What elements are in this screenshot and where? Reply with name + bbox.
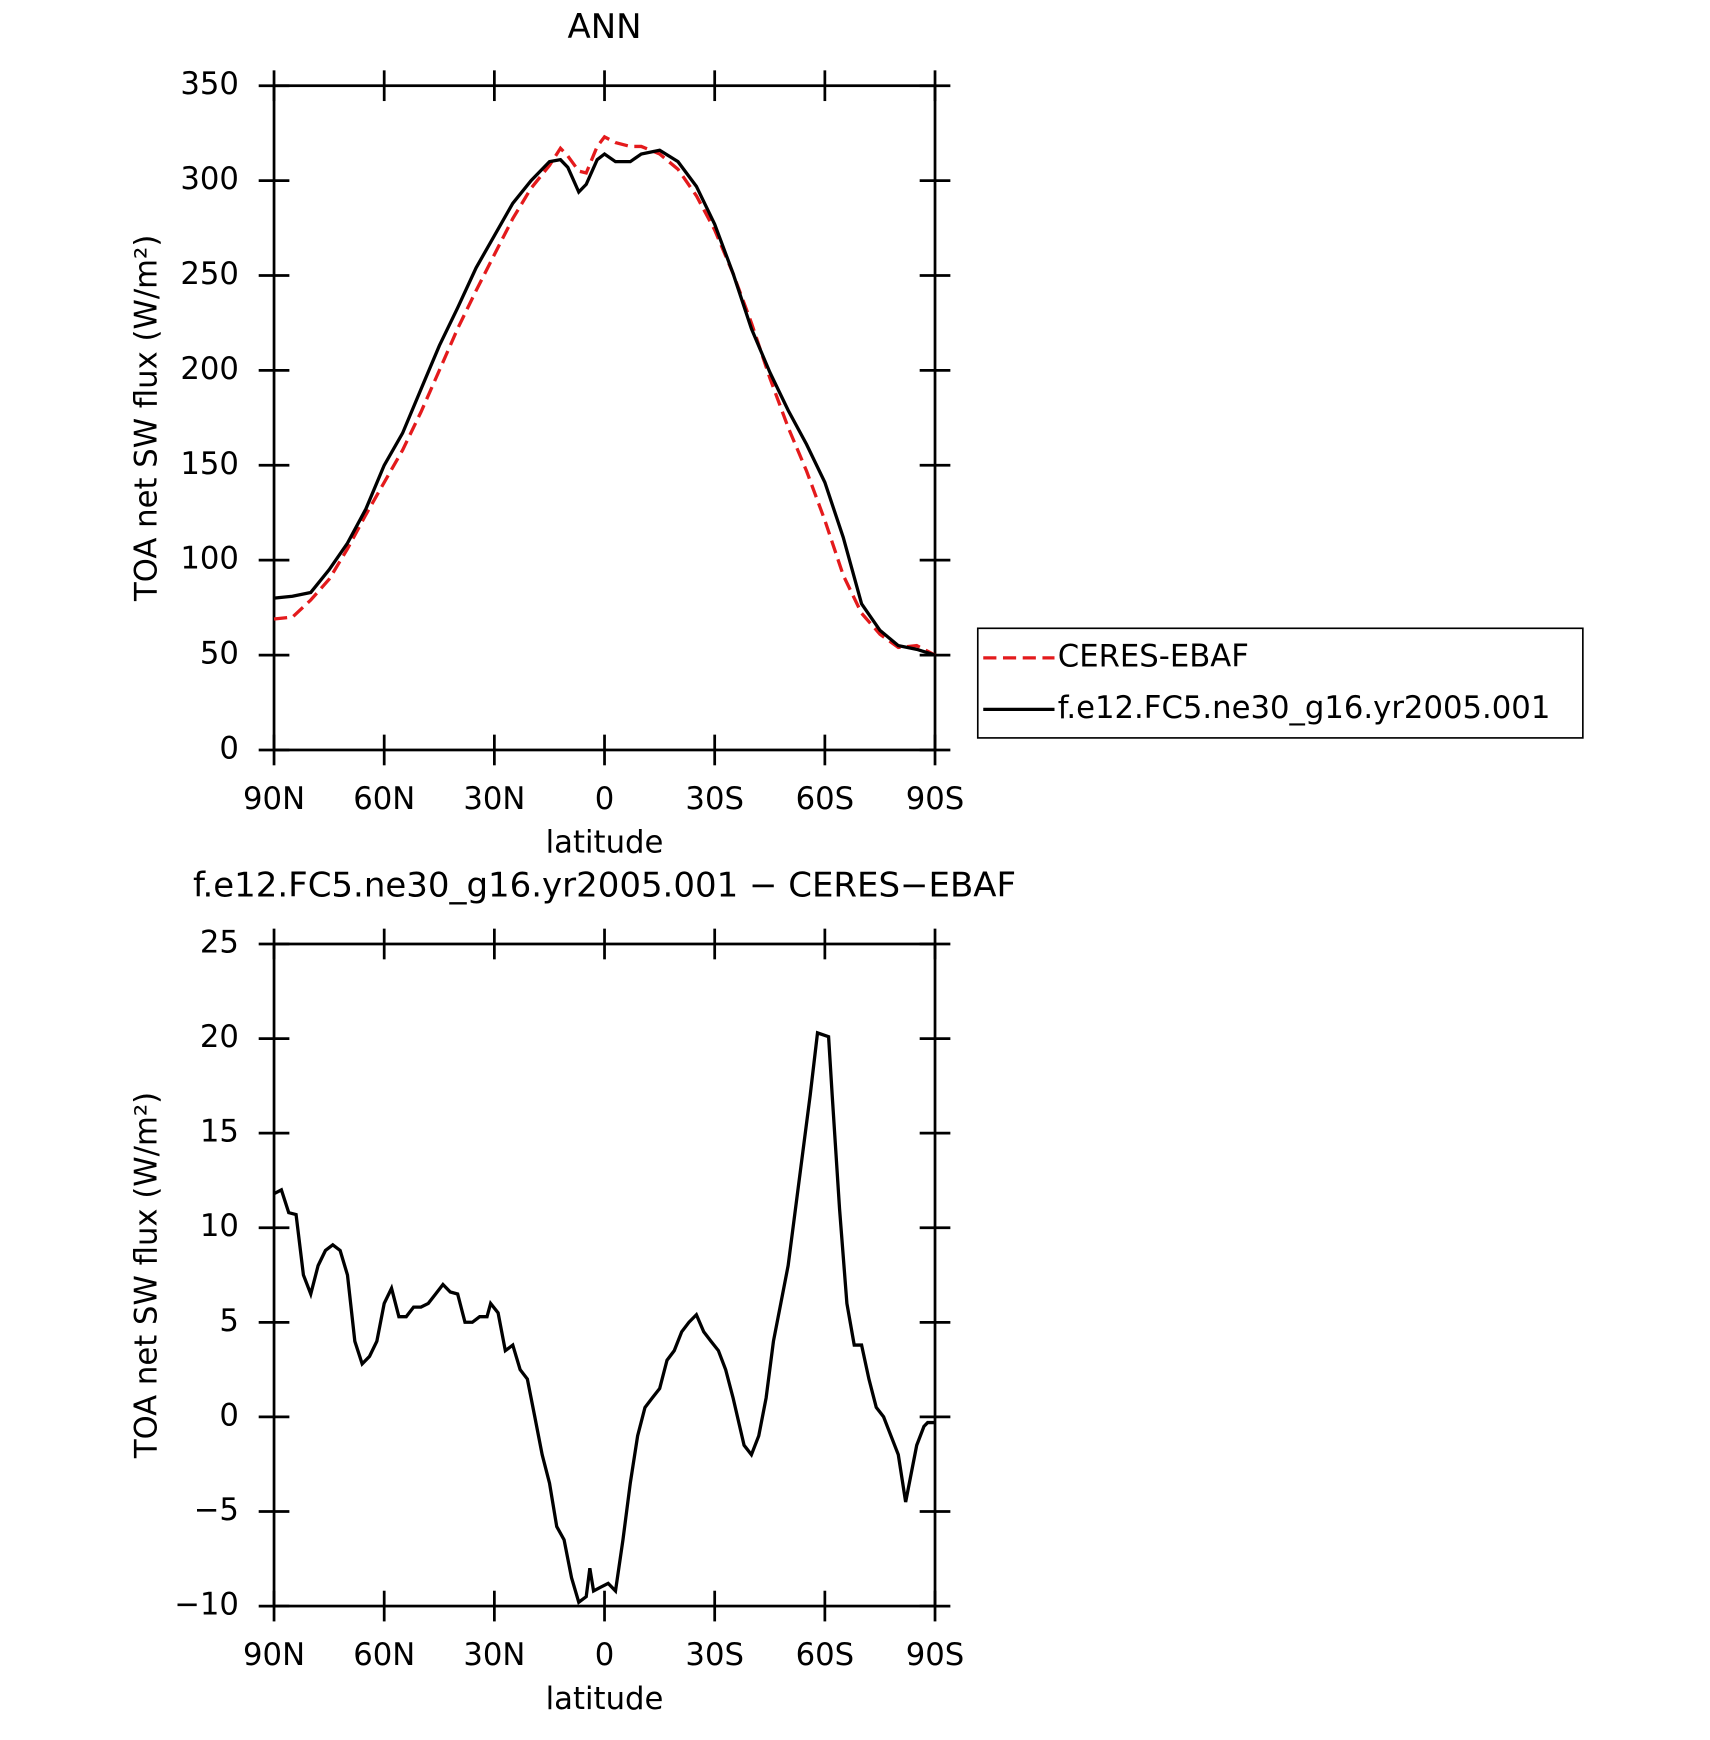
y-tick-label: 0 — [219, 1398, 239, 1433]
y-tick-label: 300 — [180, 162, 239, 197]
y-axis-label: TOA net SW flux (W/m²) — [129, 1092, 164, 1459]
y-tick-label: −5 — [194, 1493, 239, 1528]
data-line — [273, 148, 936, 657]
data-line — [273, 1030, 936, 1605]
y-tick-label: 350 — [180, 67, 239, 102]
y-axis-label: TOA net SW flux (W/m²) — [129, 235, 164, 602]
x-tick-label: 60N — [353, 782, 415, 817]
y-tick-label: 0 — [219, 731, 239, 766]
x-tick-label: 30N — [463, 782, 525, 817]
legend-box — [976, 627, 1584, 739]
y-tick-label: 150 — [180, 447, 239, 482]
y-tick-label: 15 — [200, 1115, 239, 1150]
x-tick-label: 90N — [243, 1638, 305, 1673]
y-tick-label: 10 — [200, 1209, 239, 1244]
y-tick-label: 20 — [200, 1020, 239, 1055]
y-tick-label: 25 — [200, 925, 239, 960]
x-axis-label: latitude — [546, 1682, 664, 1717]
y-tick-label: 100 — [180, 542, 239, 577]
x-tick-label: 60N — [353, 1638, 415, 1673]
data-line — [273, 134, 936, 657]
y-tick-label: 200 — [180, 352, 239, 387]
x-axis-label: latitude — [546, 826, 664, 861]
x-tick-label: 30S — [685, 782, 744, 817]
x-tick-label: 30S — [685, 1638, 744, 1673]
x-tick-label: 90S — [906, 782, 965, 817]
y-tick-label: 250 — [180, 257, 239, 292]
y-tick-label: 5 — [219, 1304, 239, 1339]
chart-title: ANN — [567, 7, 641, 47]
y-tick-label: −10 — [174, 1588, 239, 1623]
x-tick-label: 30N — [463, 1638, 525, 1673]
legend-label: f.e12.FC5.ne30_g16.yr2005.001 — [1058, 691, 1551, 726]
y-tick-label: 50 — [200, 637, 239, 672]
legend-label: CERES-EBAF — [1058, 639, 1249, 674]
plot-frame — [272, 942, 937, 1608]
x-tick-label: 90S — [906, 1638, 965, 1673]
x-tick-label: 0 — [595, 782, 615, 817]
plot-frame — [272, 84, 937, 752]
x-tick-label: 0 — [595, 1638, 615, 1673]
x-tick-label: 60S — [796, 1638, 855, 1673]
x-tick-label: 60S — [796, 782, 855, 817]
x-tick-label: 90N — [243, 782, 305, 817]
chart-title: f.e12.FC5.ne30_g16.yr2005.001 − CERES−EB… — [193, 865, 1016, 905]
